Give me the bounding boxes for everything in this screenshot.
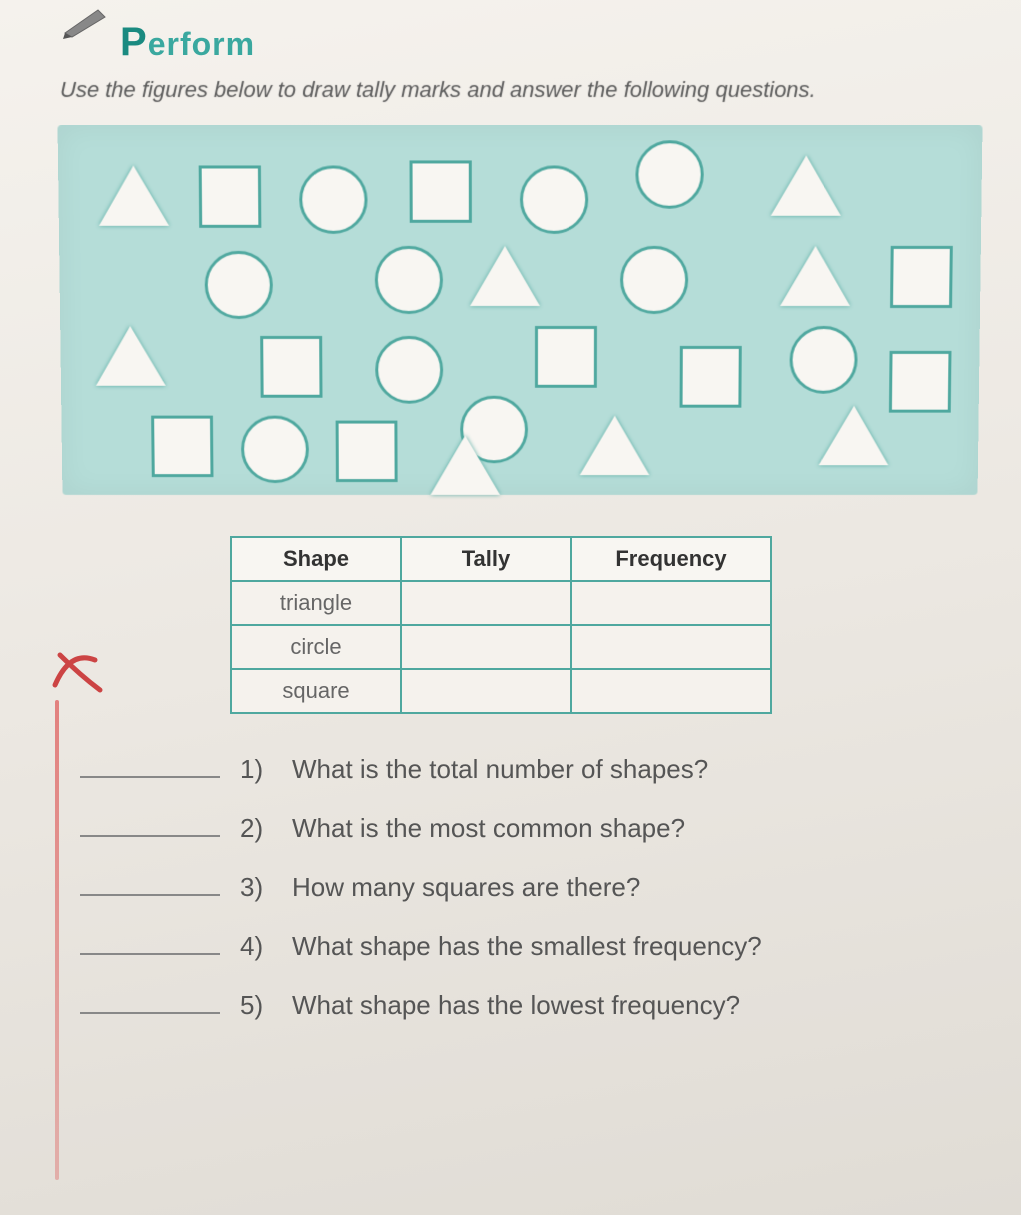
triangle-shape (780, 246, 851, 306)
th-tally: Tally (401, 537, 571, 581)
question-text: How many squares are there? (292, 872, 640, 903)
circle-shape (241, 415, 309, 482)
question-row: 4) What shape has the smallest frequency? (80, 931, 981, 962)
cell-tally (401, 581, 571, 625)
question-number: 2) (240, 813, 272, 844)
square-shape (151, 415, 213, 476)
worksheet-page: Perform Use the figures below to draw ta… (0, 0, 1021, 1215)
circle-shape (620, 246, 688, 314)
instructions-text: Use the figures below to draw tally mark… (60, 75, 982, 106)
square-shape (336, 420, 398, 481)
answer-blank (80, 931, 220, 955)
answer-blank (80, 872, 220, 896)
answer-blank (80, 754, 220, 778)
cell-shape: triangle (231, 581, 401, 625)
square-shape (535, 326, 597, 388)
cell-frequency (571, 581, 771, 625)
square-shape (410, 160, 472, 222)
triangle-shape (95, 326, 166, 386)
cell-shape: circle (231, 625, 401, 669)
question-number: 3) (240, 872, 272, 903)
question-number: 5) (240, 990, 272, 1021)
circle-shape (375, 336, 443, 404)
title-rest: erform (148, 26, 255, 62)
circle-shape (635, 140, 704, 208)
circle-shape (789, 326, 858, 394)
table-row: triangle (231, 581, 771, 625)
th-frequency: Frequency (571, 537, 771, 581)
cell-shape: square (231, 669, 401, 713)
question-row: 2) What is the most common shape? (80, 813, 981, 844)
header: Perform (120, 20, 981, 65)
question-number: 4) (240, 931, 272, 962)
cell-frequency (571, 625, 771, 669)
question-row: 1) What is the total number of shapes? (80, 754, 981, 785)
triangle-shape (771, 155, 842, 215)
question-row: 3) How many squares are there? (80, 872, 981, 903)
grading-mark (40, 635, 120, 715)
questions-list: 1) What is the total number of shapes? 2) W… (80, 754, 981, 1021)
cell-tally (401, 625, 571, 669)
tally-table-wrap: Shape Tally Frequency trianglecirclesqua… (230, 536, 981, 714)
triangle-shape (819, 405, 889, 465)
triangle-shape (470, 246, 540, 306)
section-title: Perform (120, 20, 255, 65)
th-shape: Shape (231, 537, 401, 581)
square-shape (890, 246, 953, 308)
question-text: What shape has the smallest frequency? (292, 931, 762, 962)
table-row: square (231, 669, 771, 713)
question-number: 1) (240, 754, 272, 785)
triangle-shape (98, 165, 169, 225)
answer-blank (80, 990, 220, 1014)
cell-frequency (571, 669, 771, 713)
triangle-shape (580, 415, 650, 474)
grading-line (55, 700, 59, 1180)
circle-shape (375, 246, 443, 314)
cell-tally (401, 669, 571, 713)
question-row: 5) What shape has the lowest frequency? (80, 990, 981, 1021)
square-shape (889, 351, 952, 413)
answer-blank (80, 813, 220, 837)
square-shape (199, 165, 262, 227)
title-first-letter: P (120, 20, 148, 64)
tally-table: Shape Tally Frequency trianglecirclesqua… (230, 536, 772, 714)
question-text: What is the most common shape? (292, 813, 685, 844)
square-shape (680, 346, 742, 408)
circle-shape (204, 251, 273, 319)
shapes-panel (58, 125, 983, 495)
question-text: What is the total number of shapes? (292, 754, 708, 785)
circle-shape (520, 165, 588, 233)
pencil-icon (60, 5, 110, 40)
triangle-shape (430, 435, 500, 494)
circle-shape (299, 165, 368, 233)
question-text: What shape has the lowest frequency? (292, 990, 740, 1021)
table-row: circle (231, 625, 771, 669)
square-shape (260, 336, 322, 398)
